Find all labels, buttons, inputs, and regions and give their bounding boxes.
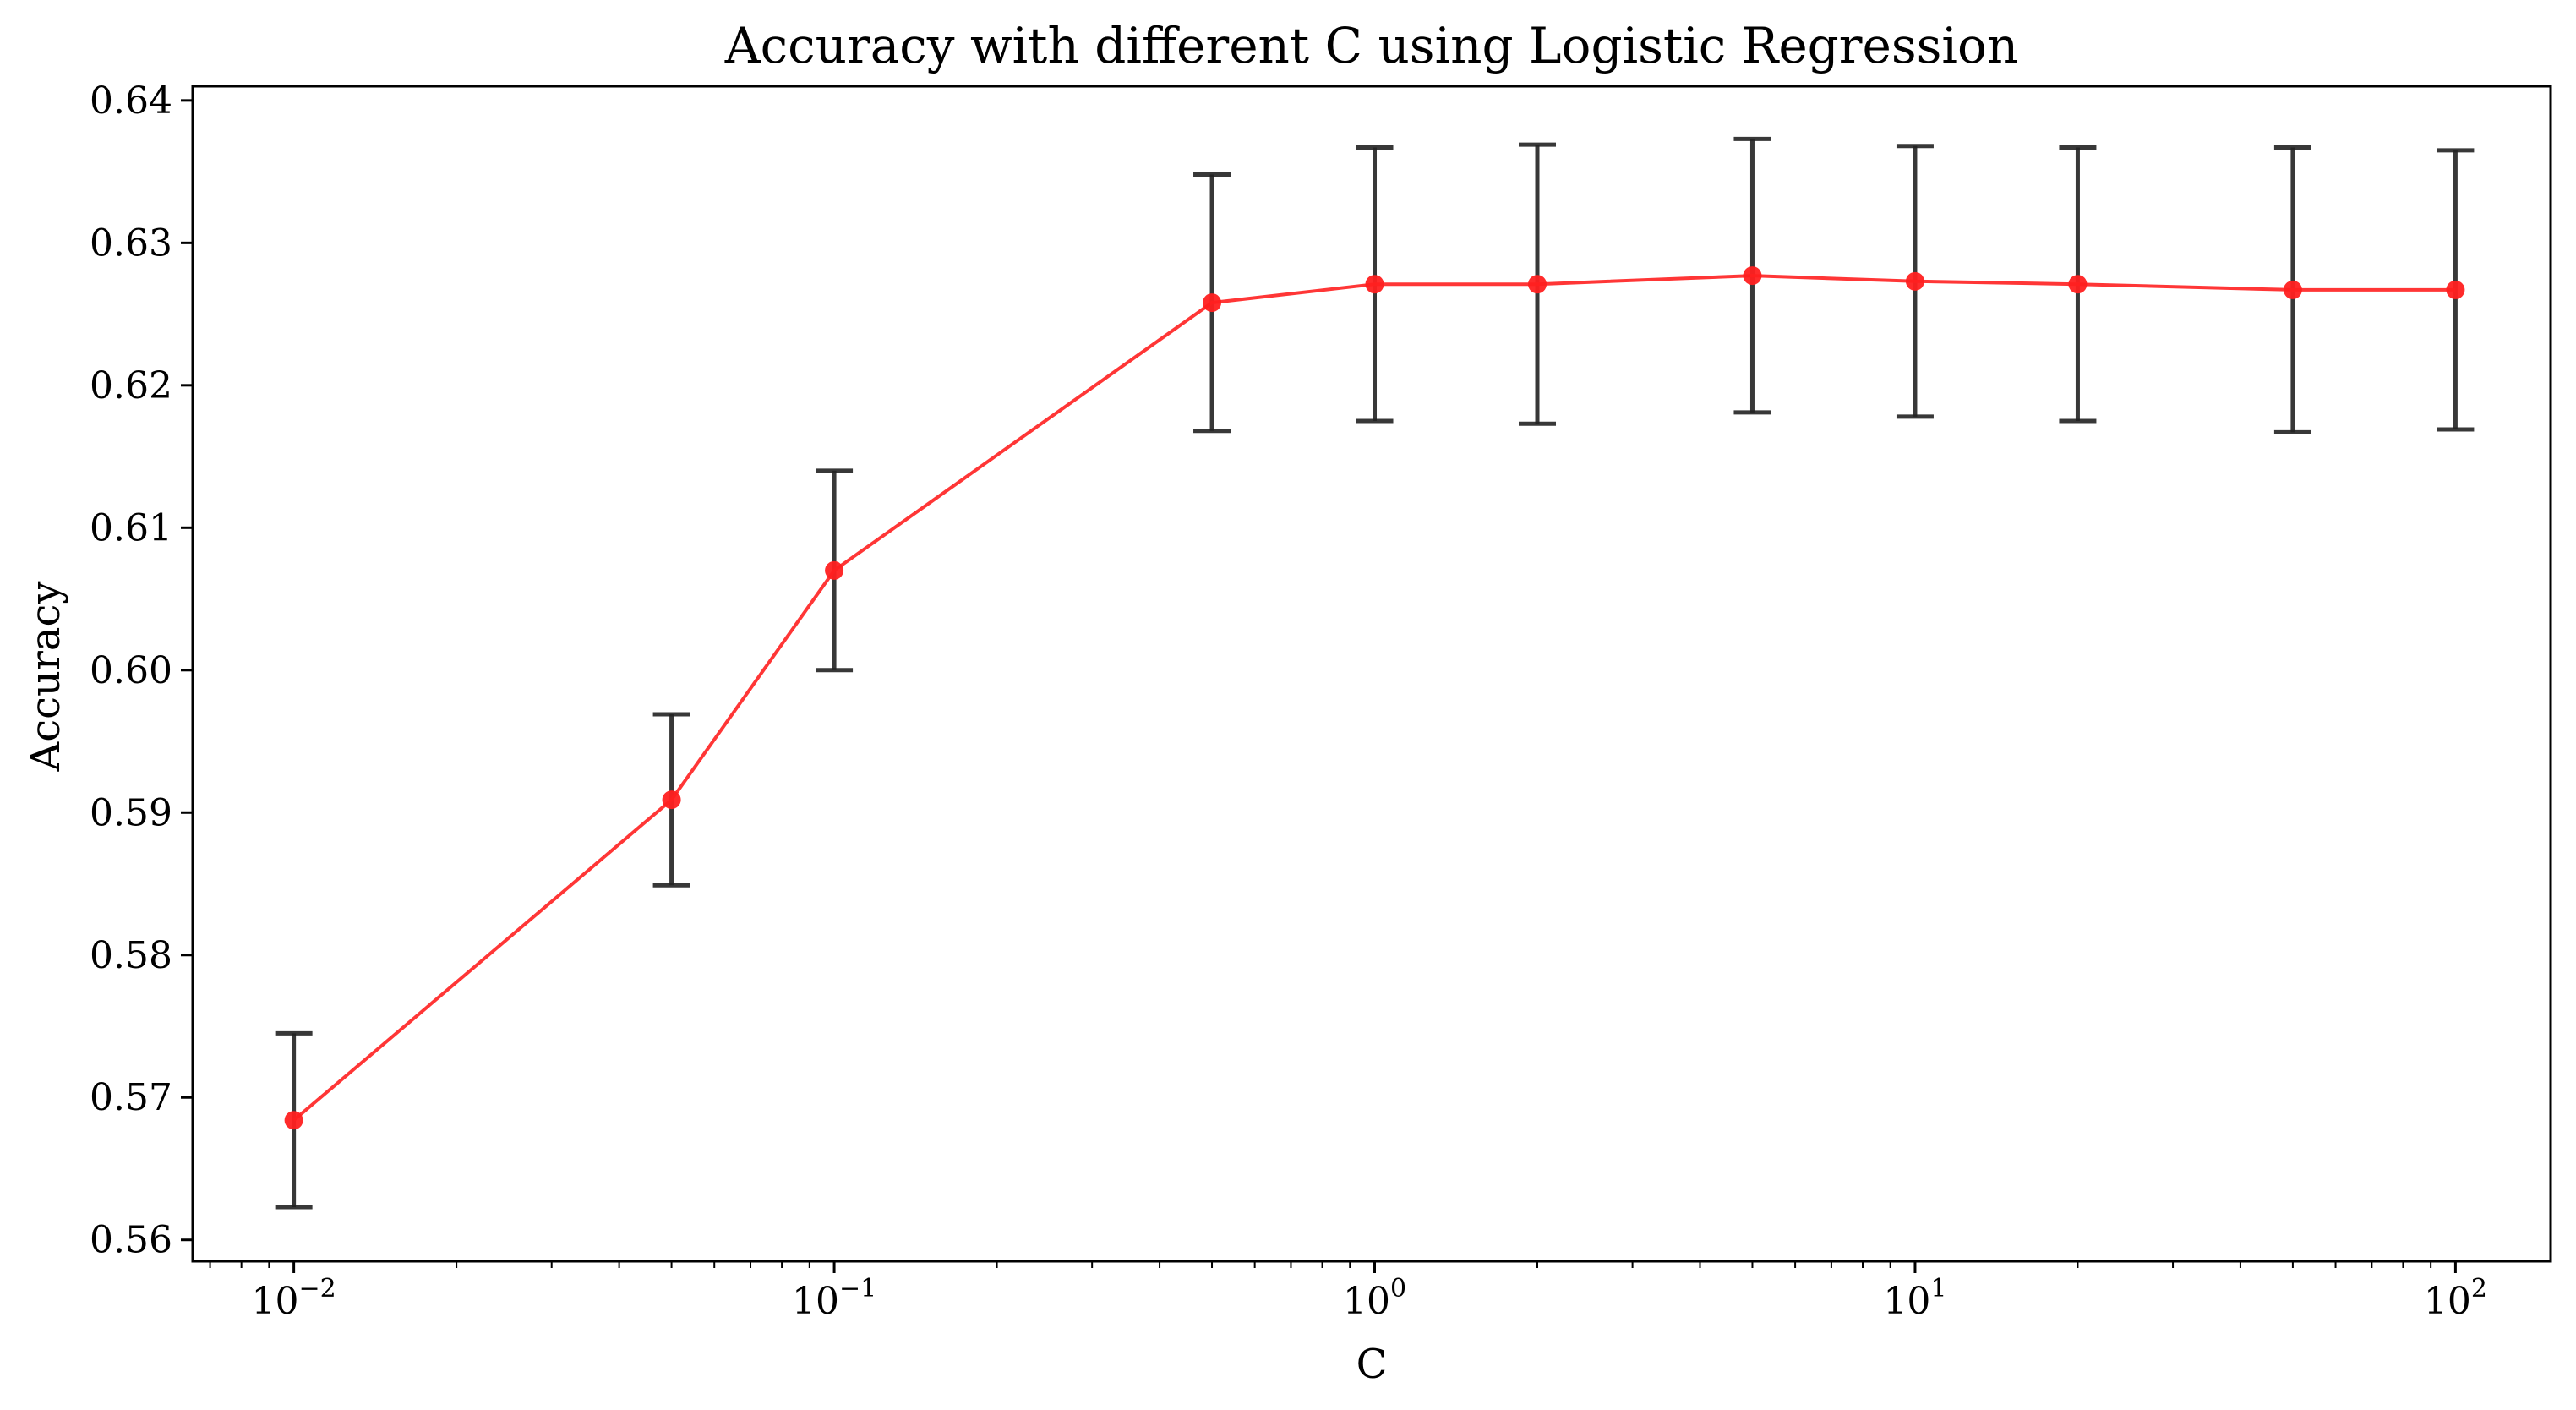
data-point: [1743, 266, 1762, 286]
y-axis-label: Accuracy: [22, 582, 69, 773]
y-tick-label: 0.63: [90, 221, 172, 265]
data-point: [1365, 275, 1384, 294]
y-tick-label: 0.58: [90, 934, 172, 977]
y-tick-label: 0.59: [90, 791, 172, 834]
data-layer: [275, 136, 2475, 1210]
data-point: [1203, 293, 1222, 313]
x-axis-label: C: [1356, 1341, 1388, 1388]
data-point: [1528, 275, 1547, 294]
y-tick-label: 0.62: [90, 364, 172, 407]
data-point: [662, 790, 681, 810]
x-tick-label: 10−2: [252, 1274, 336, 1323]
data-point: [825, 560, 844, 580]
y-tick-label: 0.60: [90, 649, 172, 692]
data-point: [2446, 280, 2465, 299]
ticks-layer: 0.56 0.57 0.58 0.59 0.60 0.61 0.62 0.63 0.64 10−2…: [90, 79, 2487, 1323]
data-point: [1905, 271, 1924, 291]
data-point: [2068, 275, 2088, 294]
x-tick-label: 102: [2424, 1274, 2487, 1323]
chart-title: Accuracy with different C using Logistic…: [724, 17, 2018, 74]
y-tick-label: 0.64: [90, 79, 172, 123]
x-tick-label: 101: [1883, 1274, 1946, 1323]
data-point: [284, 1111, 303, 1130]
y-tick-label: 0.61: [90, 506, 172, 549]
x-tick-label: 10−1: [792, 1274, 876, 1323]
x-tick-label: 100: [1343, 1274, 1406, 1323]
data-point: [2283, 280, 2302, 299]
y-tick-label: 0.56: [90, 1219, 172, 1262]
plot-frame: [191, 85, 2552, 1263]
y-tick-label: 0.57: [90, 1076, 172, 1119]
